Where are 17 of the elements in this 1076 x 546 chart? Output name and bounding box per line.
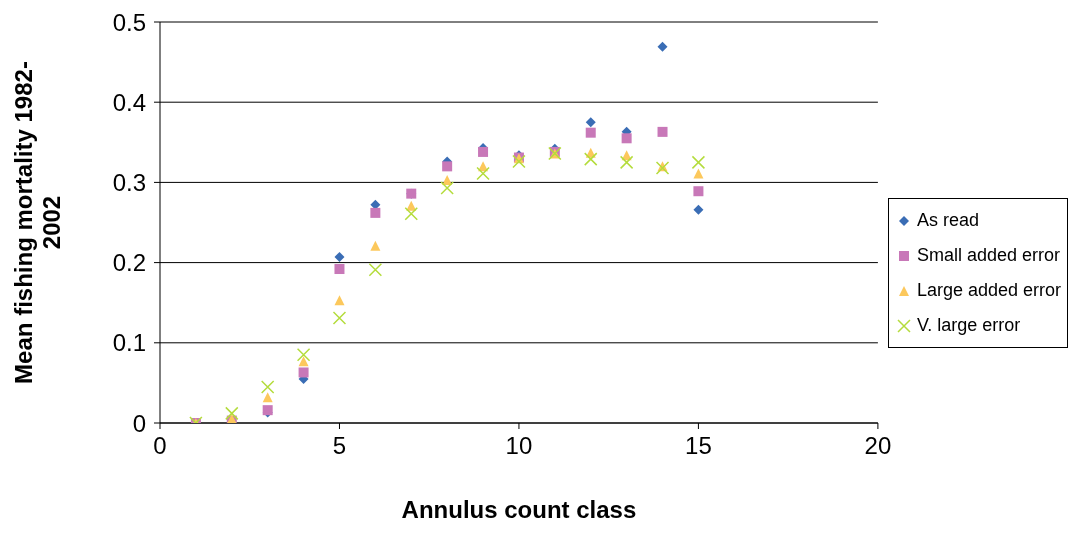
y-tick-label: 0.2 [112,249,146,277]
x-tick-label: 15 [685,432,712,460]
y-axis-title: Mean fishing mortality 1982-2002 [10,61,65,384]
legend-label: Small added error [916,245,1060,266]
legend-label: As read [916,210,979,231]
x-tick-label: 10 [505,432,533,460]
x-tick-label: 5 [332,432,347,460]
x-tick-label: 20 [864,432,892,460]
y-tick-label: 0.1 [112,329,146,357]
y-tick-label: 0.3 [112,168,146,196]
x-axis-title: Annulus count class [401,496,637,523]
y-tick-label: 0 [132,409,146,437]
x-tick-label: 0 [153,432,167,460]
legend-label: Large added error [916,280,1061,301]
y-tick-label: 0.4 [112,88,146,116]
y-tick-label: 0.5 [112,8,146,36]
legend-label: V. large error [916,315,1021,336]
